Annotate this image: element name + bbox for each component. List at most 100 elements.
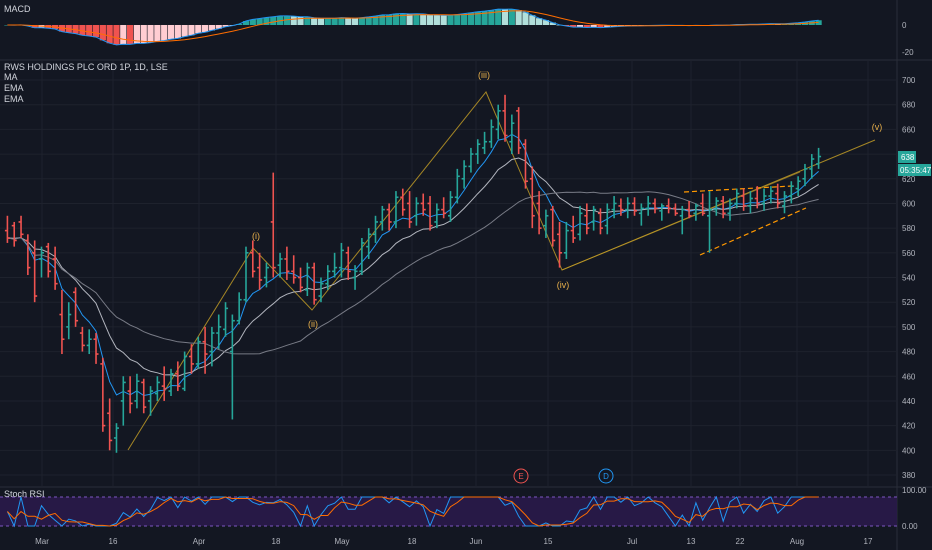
- candle: [768, 186, 774, 204]
- candle: [475, 139, 481, 164]
- candle: [611, 196, 617, 219]
- time-tick-label: 17: [864, 537, 873, 546]
- candle: [727, 198, 733, 221]
- macd-bar: [420, 13, 427, 25]
- wave-labels: (i) (ii) (iii) (iv) (v): [252, 70, 882, 329]
- macd-bar: [529, 15, 536, 25]
- countdown-value: 05:35:47: [900, 166, 932, 175]
- stoch-k-line: [6, 495, 819, 528]
- macd-bar: [324, 18, 331, 25]
- macd-bar: [345, 17, 352, 25]
- candle: [522, 139, 528, 189]
- candle: [277, 252, 283, 278]
- candle: [529, 166, 535, 229]
- macd-bar: [467, 12, 475, 25]
- macd-bar: [590, 25, 597, 28]
- ma-line: [7, 191, 819, 355]
- time-tick-label: 18: [272, 537, 281, 546]
- candle: [741, 188, 747, 211]
- candle: [154, 376, 160, 401]
- macd-bar: [188, 25, 195, 36]
- candle: [713, 197, 719, 216]
- macd-bar: [338, 17, 345, 25]
- dividend-marker[interactable]: [598, 468, 614, 484]
- candle: [318, 277, 324, 303]
- macd-bar: [358, 17, 365, 25]
- macd-bar: [372, 15, 379, 25]
- macd-bar: [283, 15, 290, 25]
- macd-bar: [331, 18, 338, 25]
- earnings-marker[interactable]: [513, 468, 529, 484]
- time-tick-label: Apr: [193, 537, 206, 546]
- candle: [373, 215, 379, 243]
- candle: [447, 191, 453, 222]
- wave-label: (iii): [478, 70, 490, 80]
- candle: [188, 344, 194, 374]
- price-tick-label: 480: [902, 348, 916, 357]
- candle: [400, 188, 406, 216]
- candle: [495, 104, 501, 140]
- macd-bar: [201, 25, 209, 33]
- macd-bar: [167, 25, 175, 40]
- macd-bar: [195, 25, 202, 34]
- candle: [148, 386, 154, 416]
- dividend-marker-label: D: [603, 472, 609, 481]
- macd-bar: [304, 16, 311, 25]
- candle: [584, 203, 590, 235]
- macd-bar: [392, 13, 400, 25]
- candle: [223, 302, 229, 337]
- candle: [257, 252, 263, 290]
- macd-bar: [113, 25, 120, 45]
- candle: [693, 203, 699, 221]
- macd-bar: [501, 9, 509, 25]
- candle: [250, 240, 256, 278]
- candle: [679, 205, 685, 235]
- candle: [229, 314, 235, 420]
- time-tick-label: Jul: [627, 537, 637, 546]
- macd-bar: [413, 13, 420, 25]
- macd-bar: [106, 25, 113, 44]
- macd-bar: [549, 22, 556, 25]
- macd-bar: [515, 10, 522, 25]
- macd-bar: [351, 18, 359, 25]
- candle: [672, 203, 678, 216]
- candle: [216, 314, 222, 350]
- macd-bar: [79, 25, 86, 36]
- macd-bar: [426, 14, 434, 25]
- price-tick-label: 520: [902, 298, 916, 307]
- macd-bar: [290, 16, 297, 25]
- last-price-tag: [898, 151, 916, 163]
- macd-bar: [399, 13, 406, 25]
- candle: [11, 221, 17, 247]
- triangle-upper: [683, 185, 793, 193]
- candle: [652, 198, 658, 214]
- macd-bar: [127, 25, 134, 45]
- macd-bar: [270, 16, 277, 25]
- candle: [509, 114, 515, 155]
- price-tick-label: 500: [902, 323, 916, 332]
- candle: [775, 183, 781, 209]
- candle: [25, 234, 31, 276]
- macd-bar: [133, 25, 141, 44]
- chart-title: RWS HOLDINGS PLC ORD 1P, 1D, LSE: [4, 62, 168, 72]
- candle: [107, 398, 113, 451]
- macd-bar: [583, 25, 590, 28]
- candle: [577, 205, 583, 241]
- price-tick-label: 700: [902, 76, 916, 85]
- macd-signal-line: [7, 10, 819, 43]
- macd-bar: [495, 9, 502, 25]
- price-tick-label: 560: [902, 249, 916, 258]
- candle: [441, 197, 447, 219]
- candle: [352, 265, 358, 290]
- candle: [59, 289, 65, 355]
- candle: [4, 215, 10, 243]
- macd-bar: [297, 16, 304, 25]
- macd-bar: [86, 25, 93, 37]
- price-tick-label: 540: [902, 274, 916, 283]
- candle: [802, 163, 808, 187]
- time-tick-label: 18: [408, 537, 417, 546]
- candle: [618, 198, 624, 216]
- macd-bar: [536, 18, 543, 25]
- candle: [393, 191, 399, 229]
